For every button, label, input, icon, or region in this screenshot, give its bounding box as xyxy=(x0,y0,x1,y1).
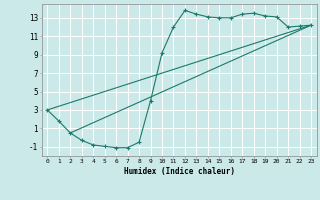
X-axis label: Humidex (Indice chaleur): Humidex (Indice chaleur) xyxy=(124,167,235,176)
